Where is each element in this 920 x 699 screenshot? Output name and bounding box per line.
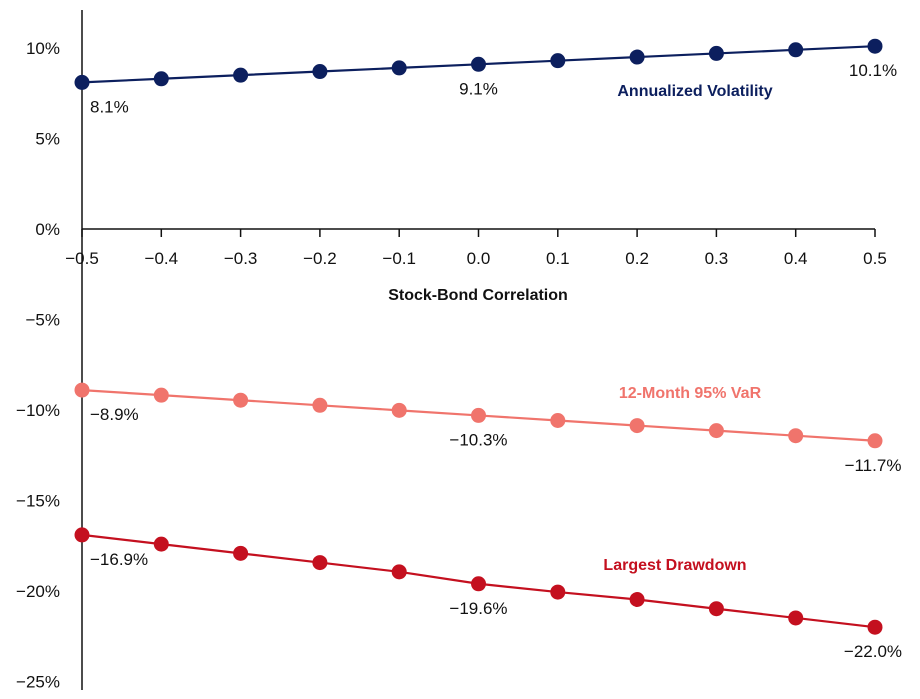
y-tick-label: −10% — [16, 401, 60, 420]
data-point — [471, 576, 486, 592]
data-point — [629, 49, 645, 65]
y-tick-label: −15% — [16, 492, 60, 511]
data-point — [391, 60, 407, 76]
data-point — [153, 536, 169, 552]
data-point — [867, 38, 883, 54]
y-tick-label: −5% — [26, 311, 61, 330]
data-point — [391, 402, 407, 418]
data-point — [312, 555, 328, 571]
data-point — [788, 610, 804, 626]
y-tick-label: −25% — [16, 673, 60, 692]
data-label: −11.7% — [845, 456, 902, 475]
series-name-label: Largest Drawdown — [603, 557, 746, 574]
x-tick-label: −0.4 — [145, 249, 179, 268]
data-point — [471, 407, 486, 423]
data-point — [550, 584, 566, 600]
x-tick-label: −0.5 — [65, 249, 99, 268]
data-label: 9.1% — [459, 79, 498, 98]
data-label: −22.0% — [844, 642, 902, 661]
x-tick-label: 0.1 — [546, 249, 570, 268]
x-tick-label: 0.0 — [467, 249, 491, 268]
data-point — [233, 67, 249, 83]
x-tick-label: 0.3 — [705, 249, 729, 268]
x-tick-label: −0.2 — [303, 249, 337, 268]
data-point — [629, 592, 645, 608]
y-tick-label: 5% — [35, 130, 60, 149]
data-point — [233, 545, 249, 561]
data-point — [233, 392, 249, 408]
data-point — [708, 601, 724, 617]
data-label: −10.3% — [449, 430, 507, 449]
data-label: −19.6% — [449, 599, 507, 618]
data-point — [153, 387, 169, 403]
data-label: −16.9% — [90, 550, 148, 569]
data-point — [788, 42, 804, 58]
data-point — [74, 527, 90, 543]
x-tick-label: −0.1 — [382, 249, 416, 268]
x-tick-label: 0.5 — [863, 249, 887, 268]
data-point — [629, 418, 645, 434]
data-label: −8.9% — [90, 405, 139, 424]
data-point — [708, 45, 724, 61]
data-point — [74, 74, 90, 90]
x-tick-label: −0.3 — [224, 249, 258, 268]
y-tick-label: 0% — [35, 220, 60, 239]
x-axis-title: Stock-Bond Correlation — [388, 287, 568, 304]
data-point — [74, 382, 90, 398]
data-point — [312, 64, 328, 80]
x-tick-label: 0.4 — [784, 249, 808, 268]
data-label: 8.1% — [90, 97, 129, 116]
data-point — [867, 433, 883, 449]
data-point — [788, 428, 804, 444]
data-point — [153, 71, 169, 87]
data-point — [471, 56, 486, 72]
data-point — [550, 53, 566, 69]
data-point — [708, 423, 724, 439]
data-label: 10.1% — [849, 61, 897, 80]
y-tick-label: −20% — [16, 582, 60, 601]
series-name-label: 12-Month 95% VaR — [619, 385, 762, 402]
data-point — [312, 397, 328, 413]
data-point — [550, 412, 566, 428]
series-name-label: Annualized Volatility — [617, 83, 772, 100]
data-point — [391, 564, 407, 580]
y-tick-label: 10% — [26, 39, 60, 58]
x-tick-label: 0.2 — [625, 249, 649, 268]
data-point — [867, 619, 883, 635]
